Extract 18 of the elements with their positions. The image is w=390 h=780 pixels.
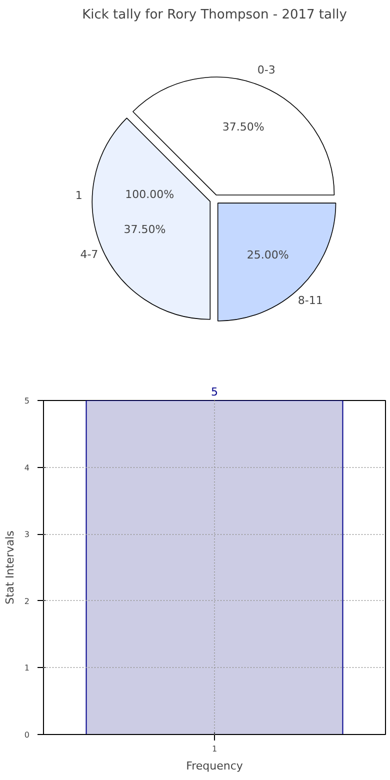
data-label: 37.50% xyxy=(124,223,166,236)
y-tick-label: 0 xyxy=(24,730,30,740)
y-tick-label: 1 xyxy=(24,664,30,673)
y-tick-label: 4 xyxy=(24,463,30,472)
y-tick-label: 5 xyxy=(24,396,30,406)
chart-title: Kick tally for Rory Thompson - 2017 tally xyxy=(82,8,348,22)
text: 100.00% xyxy=(125,188,174,202)
y-tick-label: 3 xyxy=(24,530,30,540)
x-axis-title: Frequency xyxy=(186,760,244,772)
slice-label: 4-7 xyxy=(80,248,98,262)
text: 1 xyxy=(75,189,82,202)
y-tick-label: 2 xyxy=(24,596,30,606)
slice-label: 0-3 xyxy=(257,63,276,76)
data-label: 25.00% xyxy=(246,248,289,262)
slice-label: 8-11 xyxy=(298,294,323,308)
data-label: 37.50% xyxy=(222,120,264,134)
y-axis-title: Stat Intervals xyxy=(3,530,16,604)
data-label: 5 xyxy=(211,386,218,398)
